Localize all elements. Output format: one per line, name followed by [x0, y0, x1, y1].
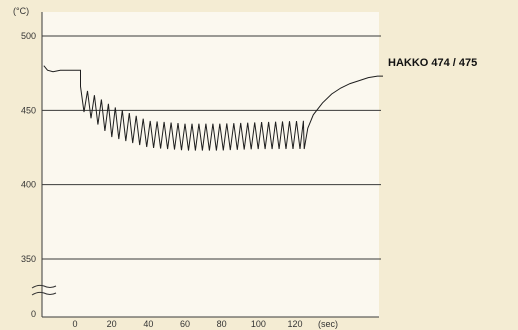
series-label: HAKKO 474 / 475: [388, 57, 477, 69]
x-tick-label-80: 80: [217, 319, 227, 329]
break-stroke-lower: [31, 291, 57, 296]
x-tick-label-20: 20: [107, 319, 117, 329]
y-unit-label: (°C): [13, 6, 29, 16]
plot-frame: [41, 12, 379, 318]
x-tick-label-0: 0: [72, 319, 77, 329]
y-tick-label-450: 450: [21, 105, 36, 115]
x-tick-label-100: 100: [251, 319, 266, 329]
y-tick-label-0: 0: [31, 309, 36, 319]
series-lines: [43, 65, 383, 151]
x-tick-label-40: 40: [143, 319, 153, 329]
y-tick-label-500: 500: [21, 31, 36, 41]
plot-area: [42, 12, 379, 317]
x-unit-label: (sec): [318, 319, 338, 329]
x-tick-label-60: 60: [180, 319, 190, 329]
x-tick-label-120: 120: [287, 319, 302, 329]
grid-lines: [42, 35, 381, 260]
axis-break-mark: [31, 284, 57, 296]
axis-labels: (°C) 500 450 400 350 0 0 20 40 60 80 100 120 (sec) HAK…: [13, 6, 477, 329]
break-stroke-upper: [31, 284, 57, 289]
temperature-line: [43, 65, 383, 151]
y-tick-label-400: 400: [21, 180, 36, 190]
y-tick-label-350: 350: [21, 254, 36, 264]
